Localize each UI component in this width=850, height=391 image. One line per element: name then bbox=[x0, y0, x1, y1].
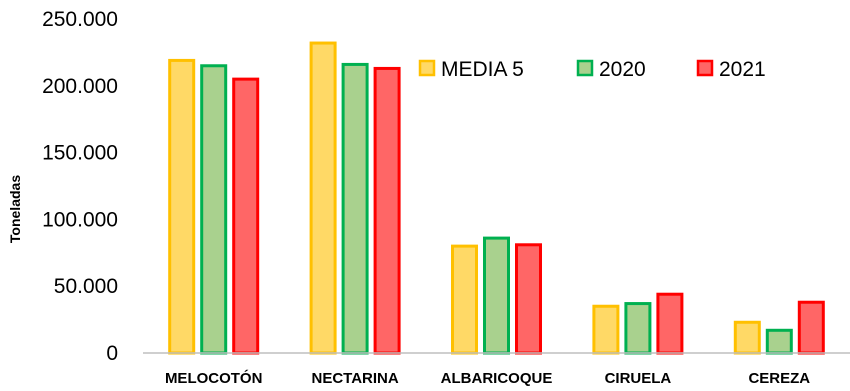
bar-2021-3 bbox=[656, 292, 684, 355]
y-tick-label: 100.000 bbox=[42, 208, 118, 231]
bar-2020-3 bbox=[624, 302, 652, 355]
y-tick-label: 150.000 bbox=[42, 142, 118, 165]
legend-label: MEDIA 5 bbox=[441, 58, 524, 81]
y-axis-ticks: 0 50.000 100.000 150.000 200.000 250.000 bbox=[42, 8, 118, 365]
x-axis-categories: MELOCOTÓN NECTARINA ALBARICOQUE CIRUELA CERE… bbox=[165, 369, 810, 387]
bar-2021-1 bbox=[373, 66, 401, 355]
bar-2021-0 bbox=[232, 77, 260, 355]
x-category-label: NECTARINA bbox=[311, 370, 398, 387]
y-axis-label: Toneladas bbox=[7, 175, 23, 243]
bars bbox=[168, 41, 825, 355]
legend-label: 2020 bbox=[599, 58, 646, 81]
y-tick-label: 0 bbox=[106, 342, 118, 365]
x-category-label: MELOCOTÓN bbox=[165, 369, 263, 387]
bar-media-5-3 bbox=[592, 304, 620, 355]
bar-2020-0 bbox=[200, 64, 228, 355]
x-category-label: CIRUELA bbox=[605, 370, 672, 387]
y-tick-label: 250.000 bbox=[42, 8, 118, 31]
legend: MEDIA 5 2020 2021 bbox=[418, 58, 766, 81]
bar-2020-1 bbox=[341, 62, 369, 355]
x-category-label: CEREZA bbox=[748, 370, 810, 387]
bar-2020-4 bbox=[765, 328, 793, 355]
legend-swatch-2020 bbox=[576, 59, 594, 77]
bar-media-5-4 bbox=[733, 320, 761, 355]
legend-swatch-2021 bbox=[696, 59, 714, 77]
y-tick-label: 200.000 bbox=[42, 75, 118, 98]
bar-2021-2 bbox=[515, 243, 542, 355]
bar-2020-2 bbox=[483, 236, 510, 355]
bar-media-5-2 bbox=[451, 244, 478, 355]
y-tick-label: 50.000 bbox=[54, 275, 118, 298]
bar-2021-4 bbox=[797, 300, 825, 355]
legend-label: 2021 bbox=[719, 58, 766, 81]
bar-media-5-0 bbox=[168, 58, 196, 355]
legend-swatch-media-5 bbox=[418, 59, 436, 77]
x-category-label: ALBARICOQUE bbox=[441, 370, 553, 387]
bar-media-5-1 bbox=[309, 41, 337, 355]
